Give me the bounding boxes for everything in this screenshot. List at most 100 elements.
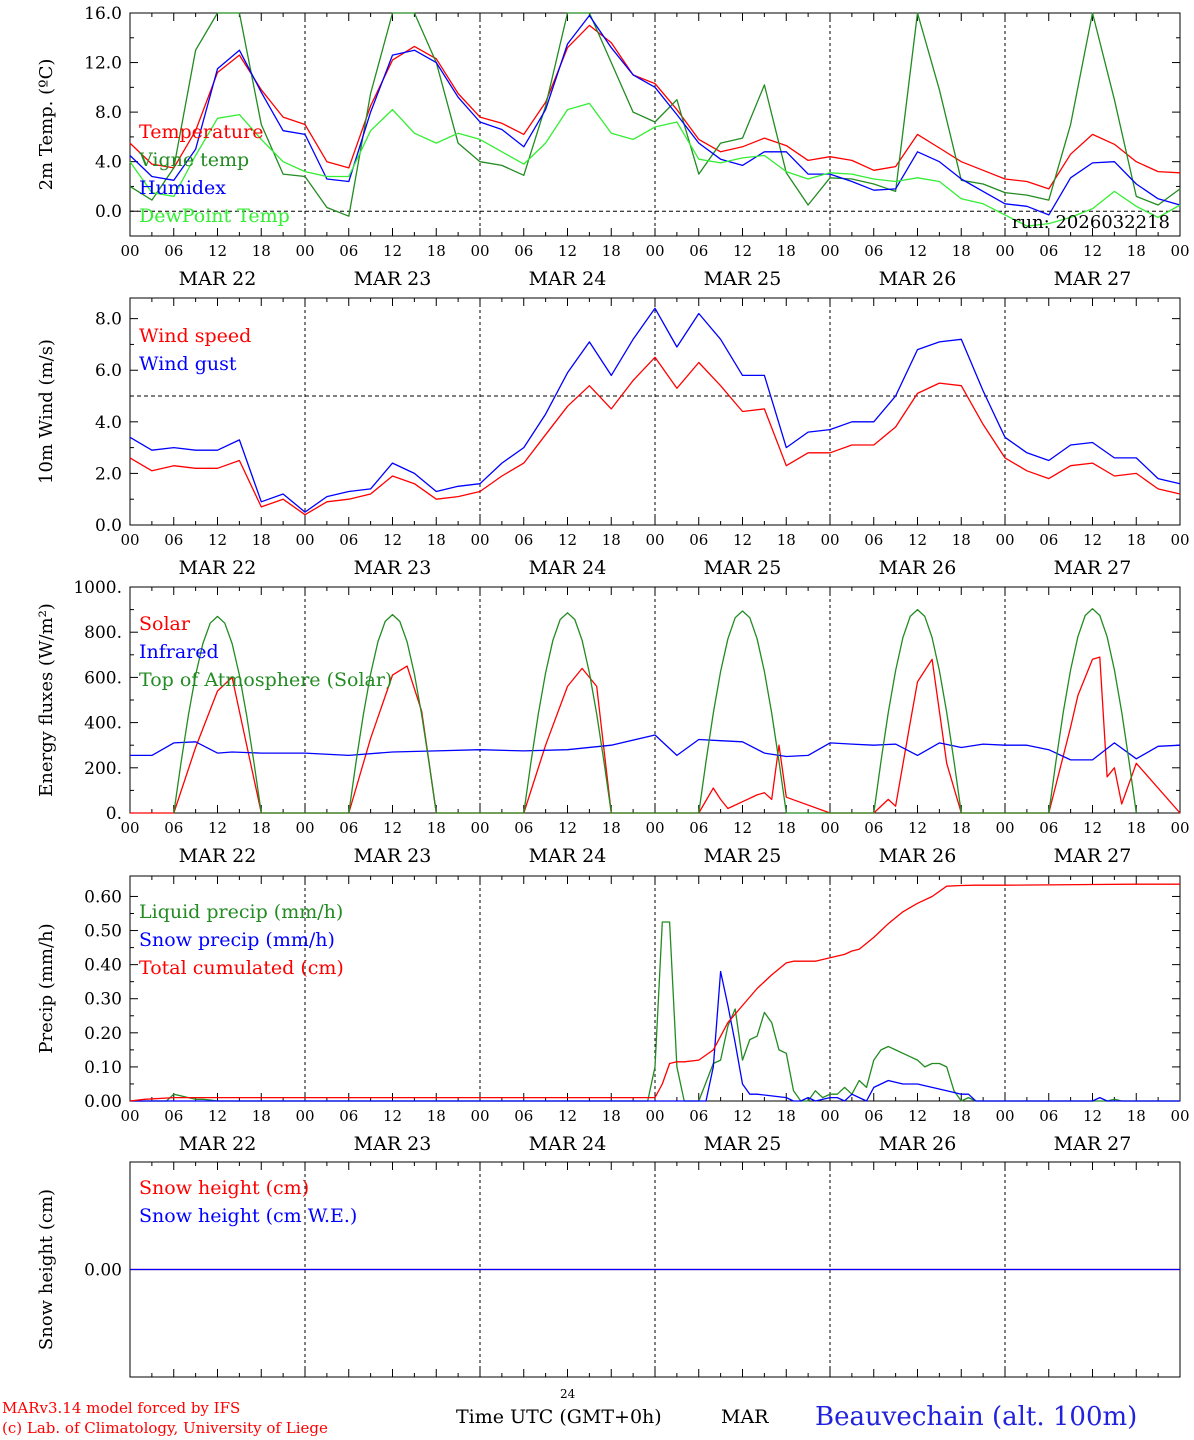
x-tick-label: 18 (252, 242, 271, 260)
x-tick-label: 06 (689, 531, 708, 549)
series-line-wind-speed (129, 356, 1181, 516)
day-label: MAR 27 (1054, 557, 1132, 579)
x-tick-label: 18 (777, 819, 796, 837)
x-tick-label: 18 (1127, 242, 1146, 260)
footer-day-number: 24 (560, 1387, 576, 1401)
x-tick-label: 18 (777, 1107, 796, 1125)
day-label: MAR 27 (1054, 1133, 1132, 1155)
day-label: MAR 22 (179, 268, 257, 290)
x-tick-label: 18 (952, 531, 971, 549)
x-tick-label: 12 (908, 531, 927, 549)
series-line-wind-gust (129, 307, 1181, 513)
legend-wind-gust: Wind gust (139, 353, 237, 375)
x-tick-label: 18 (952, 1107, 971, 1125)
day-label: MAR 27 (1054, 845, 1132, 867)
x-tick-label: 00 (995, 819, 1014, 837)
x-tick-label: 00 (1170, 242, 1189, 260)
x-tick-label: 00 (995, 242, 1014, 260)
x-tick-label: 18 (427, 1107, 446, 1125)
y-tick-label: 2.0 (95, 464, 122, 484)
series-line-vigne-temp (129, 12, 1181, 217)
day-label: MAR 23 (354, 557, 432, 579)
series-line-infrared (130, 734, 1181, 761)
x-tick-label: 00 (645, 242, 664, 260)
x-tick-label: 18 (777, 242, 796, 260)
x-tick-label: 18 (252, 531, 271, 549)
x-tick-label: 12 (558, 242, 577, 260)
y-tick-label: 0.40 (84, 956, 122, 976)
legend-liquid-precip-mm-h-: Liquid precip (mm/h) (139, 901, 343, 923)
x-tick-label: 00 (820, 531, 839, 549)
y-tick-label: 0.0 (95, 202, 122, 222)
x-tick-label: 18 (602, 531, 621, 549)
x-tick-label: 06 (339, 1107, 358, 1125)
x-tick-label: 06 (514, 819, 533, 837)
plot-frame (129, 12, 1181, 237)
x-tick-label: 06 (339, 819, 358, 837)
series-line-temperature (129, 24, 1181, 190)
x-tick-label: 06 (164, 242, 183, 260)
y-tick-label: 0.50 (84, 922, 122, 942)
series-line-top-of-atmosphere-solar- (173, 608, 1137, 814)
x-tick-label: 00 (470, 819, 489, 837)
x-tick-label: 06 (1039, 1107, 1058, 1125)
x-tick-label: 12 (908, 819, 927, 837)
y-tick-label: 0.0 (95, 516, 122, 536)
x-tick-label: 06 (864, 1107, 883, 1125)
x-tick-label: 06 (689, 819, 708, 837)
y-tick-label: 0.60 (84, 887, 122, 907)
series-line-total-cumulated-cm- (129, 883, 1180, 1102)
x-tick-label: 18 (602, 819, 621, 837)
x-tick-label: 00 (295, 819, 314, 837)
day-label: MAR 26 (879, 268, 957, 290)
x-tick-label: 06 (164, 531, 183, 549)
x-tick-label: 12 (1083, 531, 1102, 549)
day-label: MAR 25 (704, 268, 782, 290)
x-tick-label: 18 (777, 531, 796, 549)
x-tick-label: 18 (427, 819, 446, 837)
x-tick-label: 00 (1170, 531, 1189, 549)
x-tick-label: 12 (383, 531, 402, 549)
day-label: MAR 22 (179, 845, 257, 867)
x-tick-label: 12 (1083, 242, 1102, 260)
y-tick-label: 0. (106, 804, 122, 824)
x-tick-label: 12 (383, 242, 402, 260)
x-tick-label: 06 (339, 531, 358, 549)
legend-top-of-atmosphere-solar-: Top of Atmosphere (Solar) (139, 669, 392, 691)
day-label: MAR 24 (529, 557, 607, 579)
x-tick-label: 00 (820, 242, 839, 260)
x-tick-label: 12 (1083, 1107, 1102, 1125)
x-tick-label: 00 (820, 1107, 839, 1125)
x-tick-label: 18 (427, 531, 446, 549)
x-tick-label: 00 (470, 1107, 489, 1125)
day-label: MAR 23 (354, 845, 432, 867)
legend-snow-precip-mm-h-: Snow precip (mm/h) (139, 929, 335, 951)
x-tick-label: 00 (645, 1107, 664, 1125)
y-tick-label: 800. (84, 623, 122, 643)
x-tick-label: 00 (120, 242, 139, 260)
y-tick-label: 6.0 (95, 361, 122, 381)
day-label: MAR 23 (354, 268, 432, 290)
x-tick-label: 18 (952, 819, 971, 837)
x-tick-label: 00 (645, 819, 664, 837)
x-tick-label: 00 (295, 531, 314, 549)
legend-infrared: Infrared (139, 641, 219, 663)
day-label: MAR 25 (704, 845, 782, 867)
x-tick-label: 18 (602, 242, 621, 260)
day-label: MAR 25 (704, 1133, 782, 1155)
x-tick-label: 18 (427, 242, 446, 260)
y-tick-label: 8.0 (95, 103, 122, 123)
x-tick-label: 18 (952, 242, 971, 260)
x-tick-label: 06 (1039, 819, 1058, 837)
series-line-snow-precip-mm-h- (130, 970, 1180, 1102)
y-tick-label: 400. (84, 714, 122, 734)
x-tick-label: 06 (164, 819, 183, 837)
x-tick-label: 18 (1127, 1107, 1146, 1125)
legend-solar: Solar (139, 613, 191, 635)
y-tick-label: 0.00 (84, 1261, 122, 1281)
x-tick-label: 06 (1039, 531, 1058, 549)
x-tick-label: 00 (1170, 1107, 1189, 1125)
x-tick-label: 12 (208, 819, 227, 837)
y-tick-label: 0.30 (84, 990, 122, 1010)
y-tick-label: 16.0 (84, 4, 122, 24)
